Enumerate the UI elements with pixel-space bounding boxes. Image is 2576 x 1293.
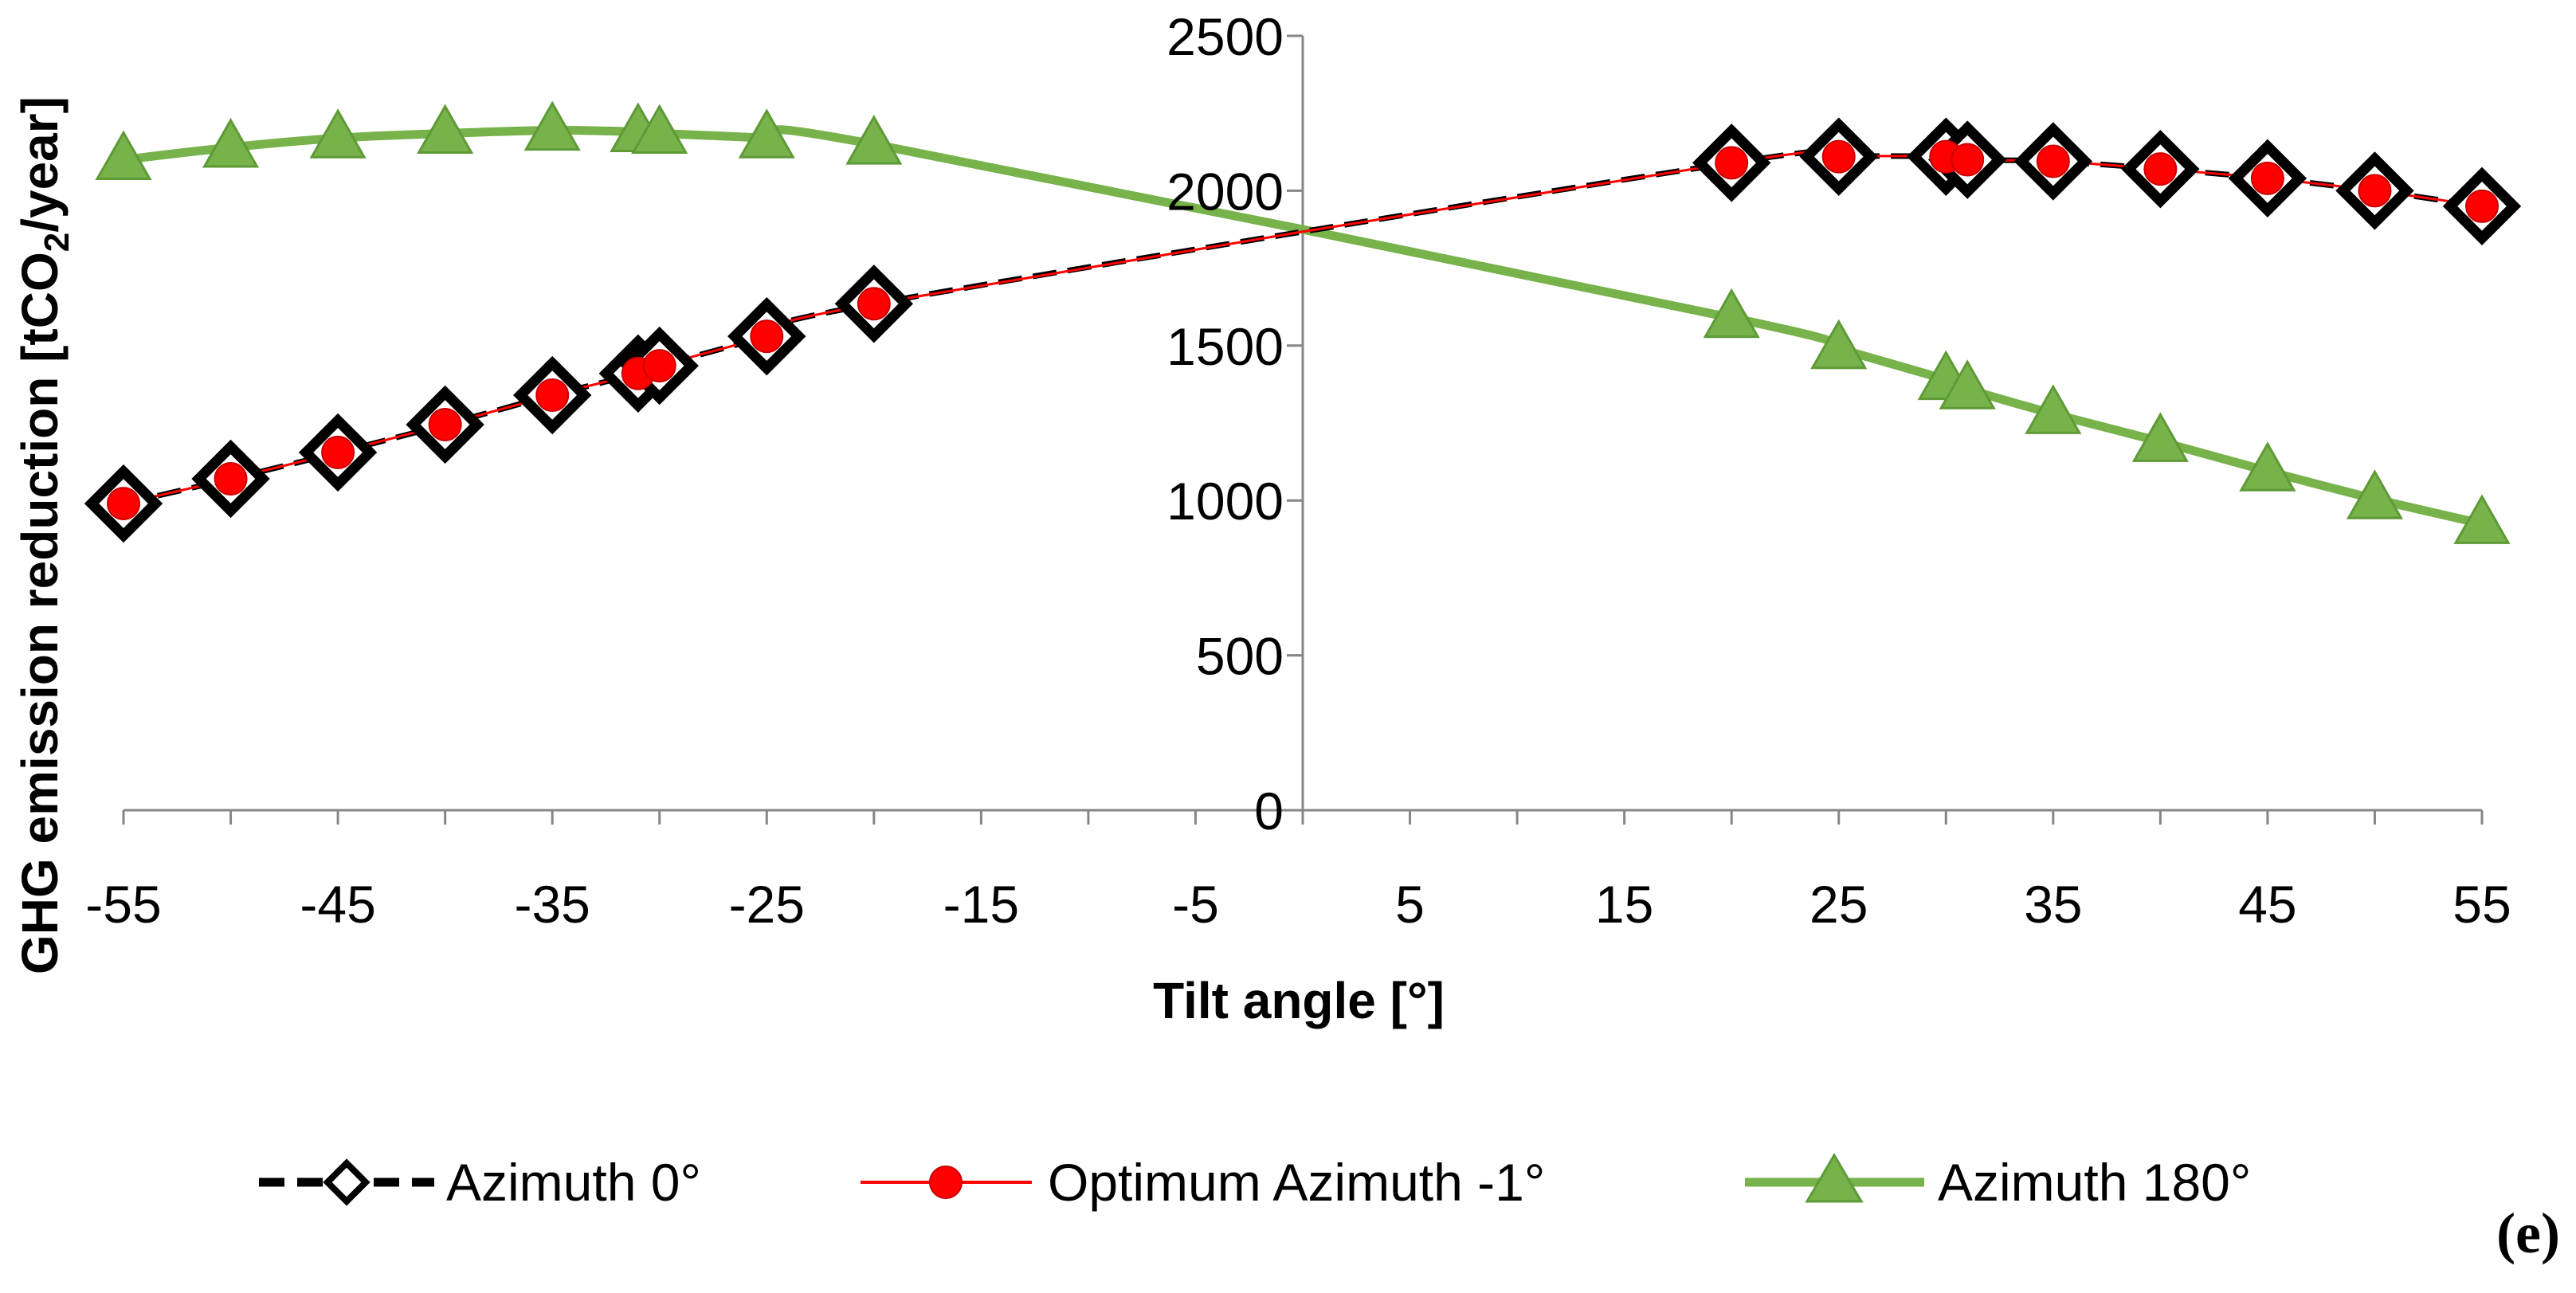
x-axis-title: Tilt angle [°] [1153, 972, 1445, 1029]
data-point-optimum-azimuth [642, 349, 676, 383]
y-axis-title-subscript: 2 [37, 233, 76, 252]
data-point-optimum-azimuth [107, 487, 140, 521]
y-tick-label: 1500 [1166, 317, 1284, 376]
data-point-azimuth-180 [523, 100, 581, 151]
data-point-azimuth-180 [1810, 319, 1868, 370]
data-point-optimum-azimuth [1821, 139, 1856, 174]
data-point-optimum-azimuth [1715, 146, 1749, 180]
data-point-optimum-azimuth [2250, 161, 2284, 195]
y-tick-label: 1000 [1166, 472, 1284, 531]
x-tick-label: 55 [2452, 875, 2511, 934]
data-point-azimuth-180 [1703, 288, 1760, 339]
legend-item-azimuth-180: Azimuth 180° [1745, 1153, 2251, 1212]
data-point-optimum-azimuth [857, 287, 891, 321]
x-tick-label: 35 [2024, 875, 2082, 934]
y-axis-title-main: GHG emission reduction [tCO [11, 252, 69, 974]
legend-marker-azimuth-180 [1805, 1153, 1864, 1203]
legend-label-azimuth-180: Azimuth 180° [1938, 1153, 2251, 1212]
data-point-azimuth-180 [2346, 469, 2404, 519]
y-tick-label: 500 [1196, 627, 1284, 686]
data-point-optimum-azimuth [214, 461, 248, 496]
data-point-optimum-azimuth [428, 407, 462, 441]
x-tick-label: -55 [85, 875, 161, 934]
y-axis-title-suffix: /year] [11, 96, 69, 233]
x-tick-label: 45 [2238, 875, 2296, 934]
data-point-azimuth-180 [631, 104, 688, 154]
legend-marker-optimum-azimuth [929, 1166, 963, 1199]
legend-label-optimum-azimuth: Optimum Azimuth -1° [1048, 1153, 1545, 1212]
data-point-azimuth-180 [2239, 441, 2296, 492]
data-point-azimuth-180 [2025, 384, 2082, 434]
data-point-optimum-azimuth [2143, 152, 2178, 186]
data-point-optimum-azimuth [321, 435, 355, 469]
data-point-azimuth-180 [2131, 412, 2189, 462]
x-tick-label: -35 [514, 875, 590, 934]
data-point-azimuth-180 [845, 115, 903, 165]
data-point-optimum-azimuth [2465, 189, 2499, 223]
data-point-azimuth-180 [202, 117, 260, 168]
y-tick-label: 2500 [1166, 7, 1284, 66]
data-point-azimuth-180 [2453, 494, 2511, 544]
x-tick-label: -15 [943, 875, 1019, 934]
data-point-optimum-azimuth [750, 319, 784, 354]
y-tick-label: 0 [1254, 782, 1284, 840]
x-tick-label: 15 [1595, 875, 1653, 934]
data-point-azimuth-180 [738, 108, 795, 159]
x-tick-label: -25 [729, 875, 805, 934]
data-point-azimuth-180 [417, 104, 474, 154]
legend-marker-azimuth-0 [323, 1158, 371, 1206]
legend-label-azimuth-0: Azimuth 0° [446, 1153, 701, 1212]
data-point-optimum-azimuth [535, 378, 570, 413]
axes-layer [122, 34, 2484, 825]
data-point-azimuth-180 [95, 130, 152, 181]
x-tick-label: 25 [1809, 875, 1868, 934]
data-point-azimuth-180 [1939, 359, 1996, 409]
panel-label: (e) [2496, 1201, 2560, 1265]
x-tick-label: -45 [300, 875, 375, 934]
x-tick-label: -5 [1172, 875, 1219, 934]
legend-item-azimuth-0: Azimuth 0° [259, 1153, 701, 1212]
data-point-optimum-azimuth [2358, 174, 2392, 208]
y-tick-label: 2000 [1166, 162, 1284, 221]
legend: Azimuth 0° Optimum Azimuth -1° Azimuth 1… [259, 1153, 2251, 1212]
marker-layer [84, 100, 2522, 544]
data-point-optimum-azimuth [1951, 143, 1985, 177]
x-tick-label: 5 [1395, 875, 1425, 934]
y-axis-title: GHG emission reduction [tCO2/year] [11, 96, 76, 974]
legend-item-optimum-azimuth: Optimum Azimuth -1° [861, 1153, 1545, 1212]
data-point-optimum-azimuth [2036, 144, 2070, 178]
data-point-azimuth-180 [309, 108, 367, 159]
